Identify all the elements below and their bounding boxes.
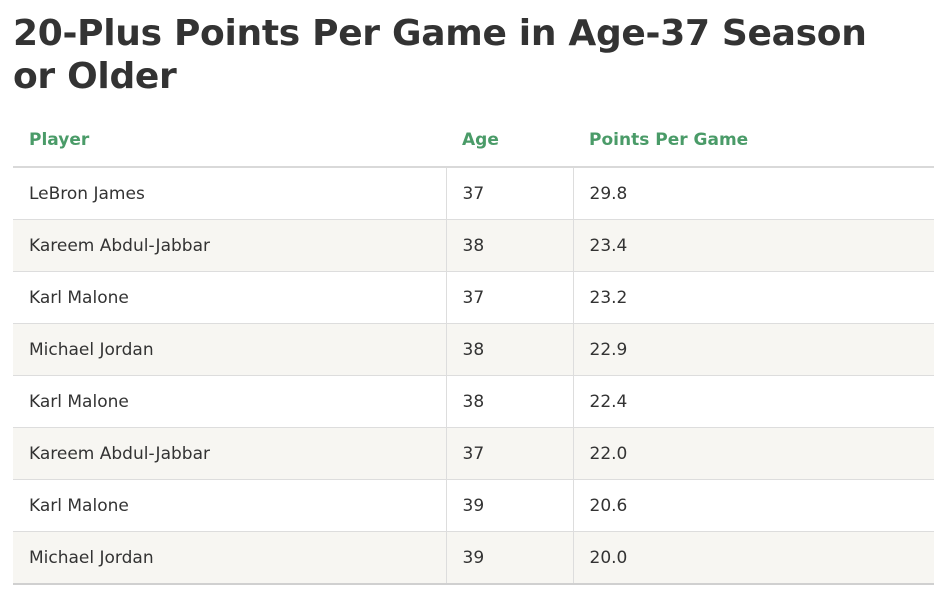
stats-table: Player Age Points Per Game LeBron James 3…: [13, 114, 934, 585]
table-row: Karl Malone 38 22.4: [13, 375, 934, 428]
cell-age: 39: [445, 479, 573, 532]
cell-points-per-game: 22.0: [572, 427, 934, 480]
table-row: Karl Malone 37 23.2: [13, 271, 934, 324]
column-header-player: Player: [13, 114, 446, 168]
cell-age: 39: [445, 531, 573, 585]
stats-table-container: Player Age Points Per Game LeBron James 3…: [13, 114, 934, 585]
header-row: Player Age Points Per Game: [13, 114, 934, 168]
cell-points-per-game: 20.0: [572, 531, 934, 585]
column-header-points-per-game: Points Per Game: [573, 114, 934, 168]
table-header: Player Age Points Per Game: [13, 114, 934, 168]
table-row: Karl Malone 39 20.6: [13, 479, 934, 532]
table-row: Kareem Abdul-Jabbar 37 22.0: [13, 427, 934, 480]
table-row: Michael Jordan 38 22.9: [13, 323, 934, 376]
cell-age: 37: [445, 167, 573, 220]
cell-age: 38: [445, 323, 573, 376]
cell-player: Karl Malone: [13, 271, 446, 324]
cell-points-per-game: 22.4: [572, 375, 934, 428]
cell-age: 38: [445, 375, 573, 428]
cell-player: Kareem Abdul-Jabbar: [13, 219, 446, 272]
table-title: 20-Plus Points Per Game in Age-37 Season…: [13, 13, 867, 97]
table-row: Michael Jordan 39 20.0: [13, 531, 934, 585]
cell-player: Karl Malone: [13, 479, 446, 532]
cell-player: LeBron James: [13, 167, 446, 220]
cell-player: Kareem Abdul-Jabbar: [13, 427, 446, 480]
cell-age: 37: [445, 271, 573, 324]
cell-points-per-game: 20.6: [572, 479, 934, 532]
cell-age: 38: [445, 219, 573, 272]
cell-points-per-game: 23.2: [572, 271, 934, 324]
cell-points-per-game: 29.8: [572, 167, 934, 220]
table-row: LeBron James 37 29.8: [13, 167, 934, 220]
cell-points-per-game: 23.4: [572, 219, 934, 272]
cell-age: 37: [445, 427, 573, 480]
table-row: Kareem Abdul-Jabbar 38 23.4: [13, 219, 934, 272]
cell-player: Michael Jordan: [13, 323, 446, 376]
table-body: LeBron James 37 29.8 Kareem Abdul-Jabbar 38 2…: [13, 167, 934, 585]
column-header-age: Age: [446, 114, 573, 168]
cell-player: Michael Jordan: [13, 531, 446, 585]
cell-player: Karl Malone: [13, 375, 446, 428]
cell-points-per-game: 22.9: [572, 323, 934, 376]
